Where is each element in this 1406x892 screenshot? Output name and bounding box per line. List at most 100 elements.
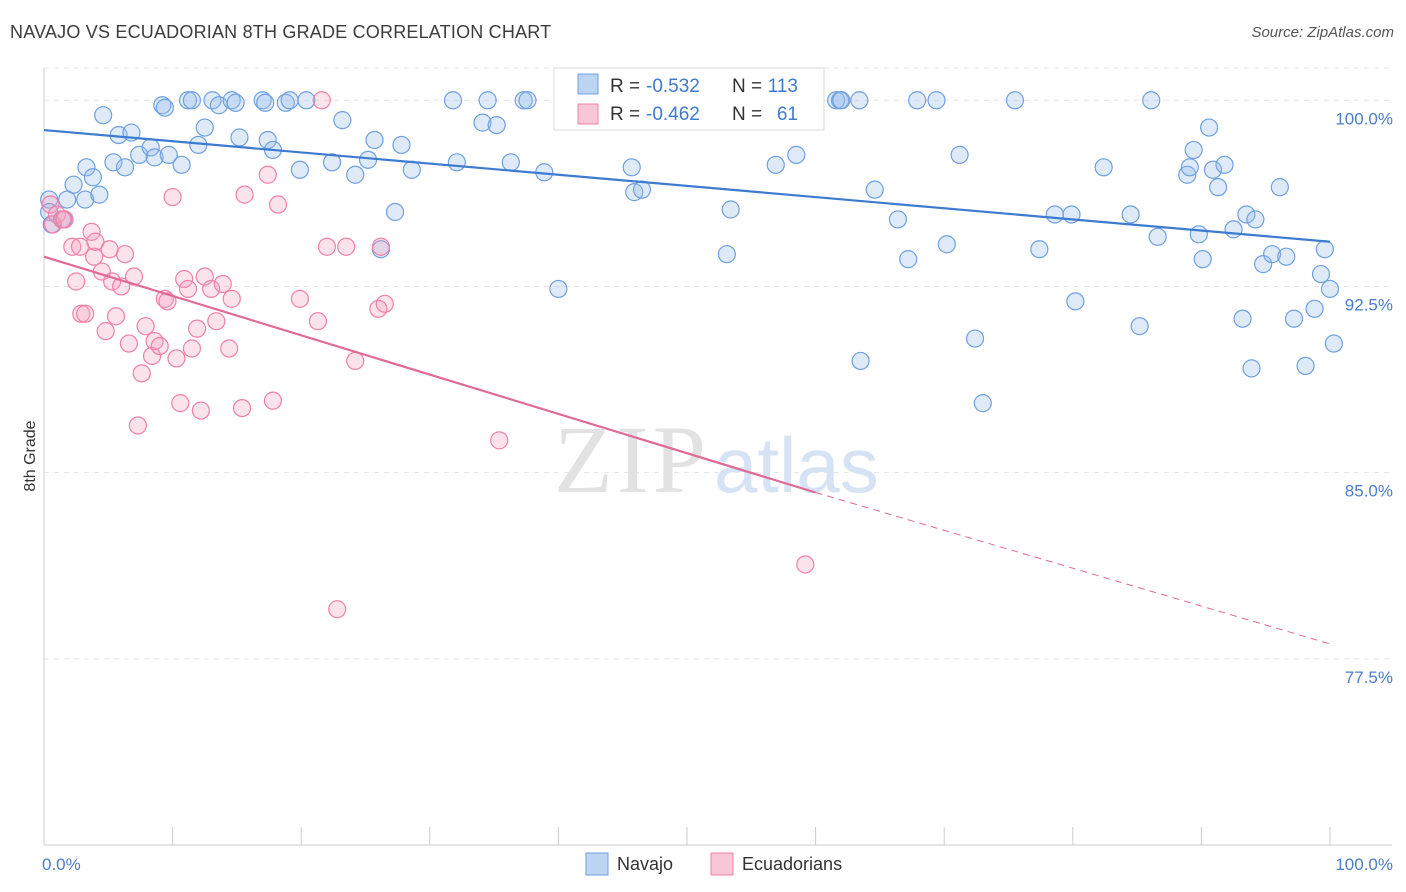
navajo-point	[851, 351, 870, 371]
navajo-point	[290, 160, 310, 179]
legend-swatch-ecuadorians[interactable]	[710, 852, 734, 876]
navajo-point	[159, 145, 178, 164]
y-tick-label: 77.5%	[1345, 668, 1393, 687]
chart-title: NAVAJO VS ECUADORIAN 8TH GRADE CORRELATI…	[10, 22, 552, 42]
navajo-point	[501, 153, 520, 172]
ecuadorian-point	[145, 331, 164, 351]
ecuadorian-point	[328, 600, 347, 619]
ecuadorian-point	[220, 339, 239, 358]
ecuadorian-point	[72, 304, 91, 323]
ecuadorian-point	[375, 294, 394, 313]
navajo-point	[182, 91, 201, 110]
watermark-atlas: atlas	[714, 421, 879, 509]
ecuadorian-point	[187, 319, 207, 338]
ecuadorian-point	[43, 215, 63, 234]
navajo-point	[908, 91, 927, 110]
stats-box: R = -0.532 N = 113 R = -0.462 N = 61	[553, 67, 825, 131]
ecuadorian-point	[490, 431, 509, 450]
watermark-zip: ZIP	[554, 406, 710, 513]
navajo-point	[1254, 255, 1273, 274]
navajo-point	[1184, 140, 1203, 160]
navajo-point	[1142, 91, 1161, 110]
navajo-point	[514, 91, 533, 110]
ecuadorian-trend-extrapolated	[815, 492, 1331, 645]
ecuadorian-point	[235, 185, 254, 204]
navajo-point	[443, 91, 463, 110]
stats-n-label-ecuadorians: N =	[732, 104, 762, 125]
navajo-point	[1233, 309, 1252, 328]
navajo-point	[365, 130, 384, 150]
ecuadorian-point	[213, 274, 232, 294]
navajo-point	[1005, 91, 1025, 110]
navajo-point	[1200, 118, 1219, 137]
navajo-point	[865, 180, 884, 199]
stats-r-label-navajo: R =	[610, 76, 640, 97]
navajo-point	[1094, 158, 1113, 177]
ecuadorian-point	[55, 210, 74, 229]
ecuadorian-point	[346, 351, 365, 371]
ecuadorian-point	[268, 195, 288, 214]
stats-swatch-ecuadorians	[577, 103, 599, 125]
ecuadorian-point	[263, 391, 283, 410]
navajo-point	[155, 98, 174, 117]
x-tick-label-min: 0.0%	[42, 855, 81, 874]
navajo-point	[827, 91, 846, 110]
ecuadorian-point	[207, 312, 226, 331]
ecuadorian-point	[258, 165, 277, 184]
navajo-point	[1237, 205, 1256, 224]
ecuadorian-point	[128, 416, 147, 435]
ecuadorian-point	[85, 247, 104, 266]
navajo-point	[115, 158, 135, 177]
stats-r-label-ecuadorians: R =	[610, 104, 640, 125]
ecuadorian-point	[178, 279, 198, 299]
navajo-point	[1311, 264, 1331, 284]
ecuadorian-point	[202, 279, 221, 299]
ecuadorian-point	[100, 240, 119, 259]
navajo-point	[1305, 299, 1324, 318]
legend-swatch-navajo[interactable]	[585, 852, 609, 876]
navajo-point	[64, 175, 83, 194]
navajo-point	[358, 150, 378, 169]
navajo-point	[937, 235, 956, 254]
navajo-point	[927, 91, 946, 110]
axes	[43, 68, 1392, 846]
navajo-point	[447, 153, 466, 172]
ecuadorian-point	[86, 232, 105, 251]
ecuadorian-point	[76, 304, 95, 323]
navajo-point	[1203, 160, 1223, 179]
stats-n-value-navajo: 113	[768, 76, 798, 97]
navajo-point	[1224, 220, 1243, 239]
navajo-point	[1242, 359, 1261, 378]
ecuadorian-point	[132, 364, 151, 383]
navajo-point	[322, 153, 342, 172]
navajo-point	[850, 91, 869, 110]
navajo-point	[518, 91, 537, 110]
y-tick-label: 92.5%	[1345, 295, 1393, 314]
ecuadorian-point	[182, 339, 201, 358]
navajo-point	[965, 329, 985, 348]
ecuadorian-trend-line	[43, 255, 816, 494]
ecuadorian-point	[106, 307, 126, 326]
x-tick-label-max: 100.0%	[1335, 855, 1393, 874]
navajo-point	[717, 245, 736, 264]
navajo-point	[1277, 247, 1296, 266]
navajo-point	[153, 96, 172, 115]
navajo-point	[104, 153, 123, 172]
navajo-trend-line	[43, 128, 1331, 243]
ecuadorian-point	[312, 91, 331, 110]
navajo-point	[1148, 227, 1167, 246]
navajo-point	[230, 128, 249, 147]
ecuadorian-point	[67, 272, 86, 291]
ecuadorian-points	[41, 91, 815, 619]
legend-label-ecuadorians[interactable]: Ecuadorians	[742, 854, 842, 874]
navajo-points	[40, 91, 1343, 413]
navajo-point	[385, 202, 405, 222]
navajo-point	[1178, 165, 1197, 184]
ecuadorian-point	[63, 237, 82, 256]
legend-label-navajo[interactable]: Navajo	[617, 854, 673, 874]
navajo-point	[145, 148, 164, 167]
ecuadorian-point	[163, 187, 182, 207]
navajo-point	[1045, 205, 1064, 224]
ecuadorian-point	[41, 195, 60, 214]
